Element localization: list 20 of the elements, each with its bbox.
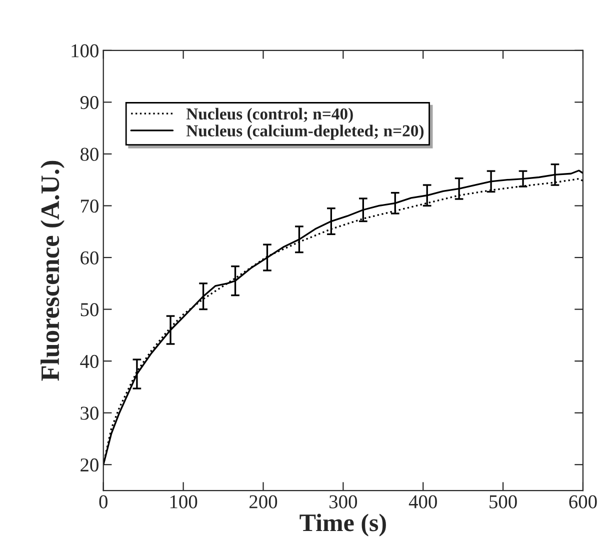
legend-label: Nucleus (calcium-depleted; n=20): [186, 124, 424, 140]
x-axis-title: Time (s): [300, 514, 386, 536]
y-tick-label: 80: [80, 148, 98, 161]
y-tick-label: 70: [81, 200, 98, 213]
y-axis-title: Fluorescence (A.U.): [40, 160, 64, 381]
y-tick-label: 20: [80, 458, 98, 472]
x-tick-label: 600: [569, 495, 597, 508]
y-tick-label: 40: [80, 354, 98, 368]
y-tick-label: 90: [80, 96, 98, 110]
y-tick-label: 50: [80, 303, 98, 316]
y-tick-label: 100: [72, 44, 98, 58]
x-tick-label: 400: [408, 495, 437, 508]
x-tick-label: 200: [250, 495, 278, 508]
legend-label: Nucleus (control; n=40): [186, 108, 353, 123]
x-tick-label: 100: [170, 495, 198, 508]
y-tick-label: 30: [80, 406, 98, 420]
y-tick-label: 60: [80, 251, 98, 264]
x-tick-label: 500: [490, 495, 517, 508]
x-tick-label: 300: [330, 495, 358, 508]
x-tick-label: 0: [99, 495, 108, 508]
